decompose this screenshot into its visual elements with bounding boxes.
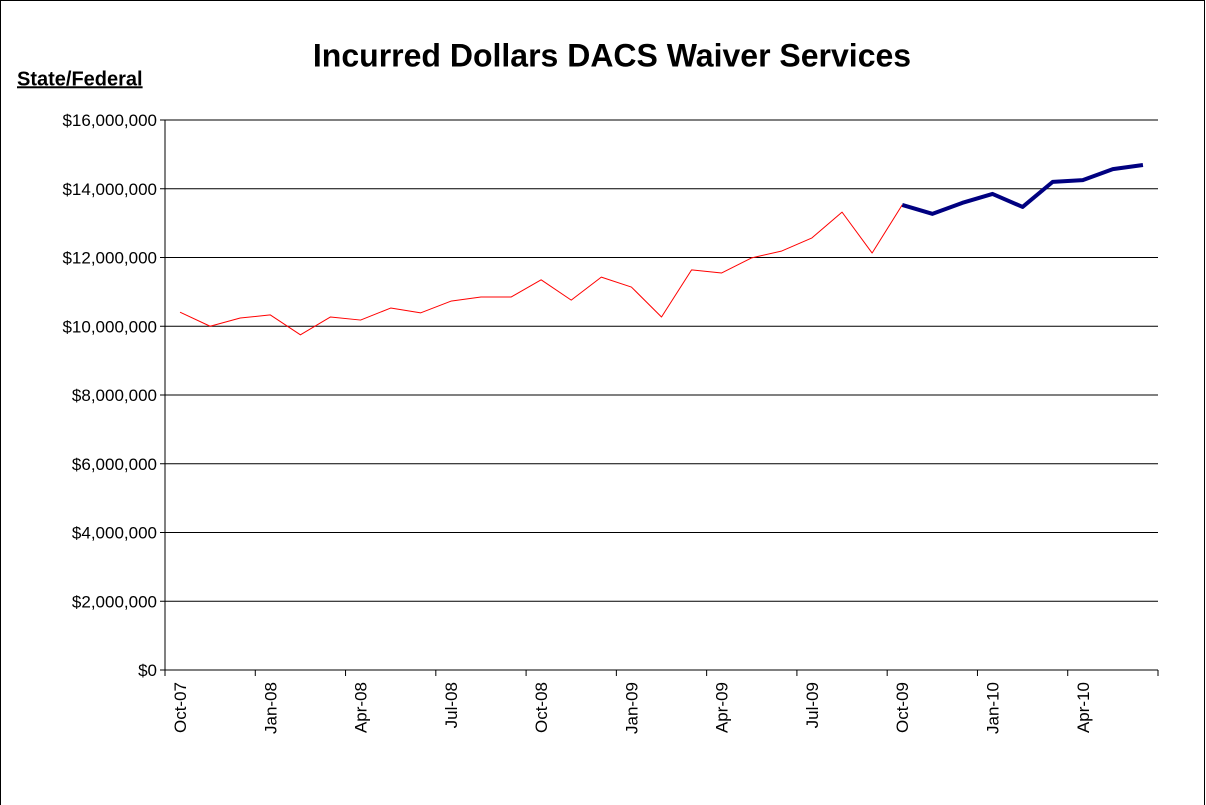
x-tick-label: Apr-09 xyxy=(713,682,732,733)
y-tick-label: $10,000,000 xyxy=(62,317,157,336)
series-line xyxy=(901,163,1144,216)
y-axis-label: State/Federal xyxy=(17,68,143,90)
x-tick-label: Jan-08 xyxy=(261,682,280,734)
x-tick-label: Oct-08 xyxy=(532,682,551,733)
y-tick-label: $0 xyxy=(138,661,157,680)
x-tick-label: Oct-07 xyxy=(171,682,190,733)
y-tick-label: $6,000,000 xyxy=(72,455,157,474)
y-tick-label: $8,000,000 xyxy=(72,386,157,405)
y-tick-label: $16,000,000 xyxy=(62,111,157,130)
x-tick-label: Jul-08 xyxy=(442,682,461,728)
x-tick-label: Apr-08 xyxy=(352,682,371,733)
chart-title: Incurred Dollars DACS Waiver Services xyxy=(313,37,911,73)
x-tick-label: Jul-09 xyxy=(803,682,822,728)
y-tick-label: $12,000,000 xyxy=(62,249,157,268)
x-tick-label: Oct-09 xyxy=(893,682,912,733)
x-tick-label: Apr-10 xyxy=(1074,682,1093,733)
y-tick-label: $14,000,000 xyxy=(62,180,157,199)
x-tick-label: Jan-10 xyxy=(984,682,1003,734)
series-line xyxy=(179,204,903,336)
x-tick-label: Jan-09 xyxy=(622,682,641,734)
y-tick-label: $4,000,000 xyxy=(72,524,157,543)
y-tick-label: $2,000,000 xyxy=(72,592,157,611)
